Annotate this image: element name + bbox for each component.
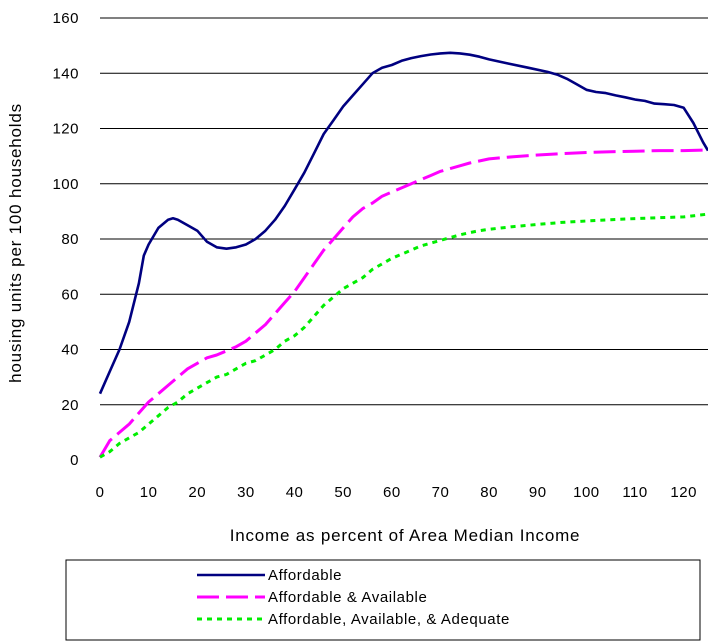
x-tick-label: 20 bbox=[188, 484, 206, 501]
legend-label-3: Affordable, Available, & Adequate bbox=[268, 611, 510, 628]
legend-box bbox=[65, 559, 701, 641]
x-axis-title: Income as percent of Area Median Income bbox=[230, 526, 581, 545]
tick-labels: 0 20 40 60 80 100 120 140 160 0 10 20 30 40 50 60 70 80 90… bbox=[52, 10, 696, 501]
x-tick-label: 110 bbox=[622, 484, 647, 501]
series-lines bbox=[98, 51, 708, 459]
y-tick-label: 60 bbox=[61, 286, 79, 303]
x-tick-label: 60 bbox=[383, 484, 401, 501]
y-tick-label: 160 bbox=[52, 10, 79, 27]
y-axis-title: housing units per 100 households bbox=[6, 103, 25, 383]
y-tick-label: 40 bbox=[61, 342, 79, 359]
gridlines bbox=[100, 17, 708, 406]
x-tick-label: 50 bbox=[334, 484, 352, 501]
x-tick-label: 90 bbox=[529, 484, 547, 501]
x-tick-label: 70 bbox=[432, 484, 450, 501]
y-tick-label: 120 bbox=[52, 121, 79, 138]
legend: Affordable Affordable & Available Affordab… bbox=[65, 559, 701, 641]
x-tick-label: 0 bbox=[96, 484, 105, 501]
x-tick-label: 100 bbox=[573, 484, 600, 501]
legend-label-2: Affordable & Available bbox=[268, 589, 427, 606]
x-tick-label: 30 bbox=[237, 484, 255, 501]
x-tick-label: 10 bbox=[140, 484, 158, 501]
legend-label-1: Affordable bbox=[268, 567, 342, 584]
y-tick-label: 0 bbox=[70, 452, 79, 469]
y-tick-label: 20 bbox=[61, 397, 79, 414]
x-tick-label: 80 bbox=[480, 484, 498, 501]
series-line-2 bbox=[98, 148, 708, 458]
y-tick-label: 140 bbox=[52, 65, 79, 82]
series-line-1 bbox=[98, 51, 708, 395]
y-tick-label: 80 bbox=[61, 231, 79, 248]
series-line-3 bbox=[99, 212, 708, 459]
y-tick-label: 100 bbox=[52, 176, 79, 193]
x-tick-label: 40 bbox=[286, 484, 304, 501]
x-tick-label: 120 bbox=[670, 484, 697, 501]
